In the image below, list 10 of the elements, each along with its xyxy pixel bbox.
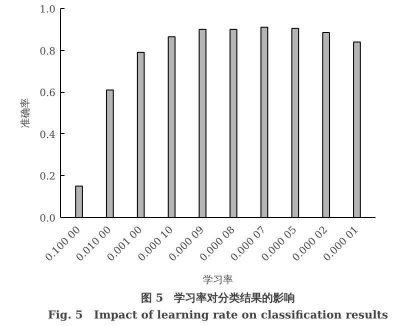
y-tick-label: 0.6: [40, 88, 56, 100]
caption: Fig. 5 Impact of learning rate on classification results: [48, 308, 388, 322]
y-tick-label: 0.2: [40, 172, 56, 183]
y-tick-label: 0.4: [40, 130, 56, 141]
y-tick-label: 0.0: [40, 214, 56, 224]
caption: 图 5 学习率对分类结果的影响: [140, 292, 296, 304]
y-tick-label: 1.0: [40, 4, 56, 16]
y-axis-title: 准确率: [20, 98, 32, 128]
x-axis-title: 学习率: [203, 274, 233, 286]
y-tick-label: 0.8: [40, 46, 56, 58]
